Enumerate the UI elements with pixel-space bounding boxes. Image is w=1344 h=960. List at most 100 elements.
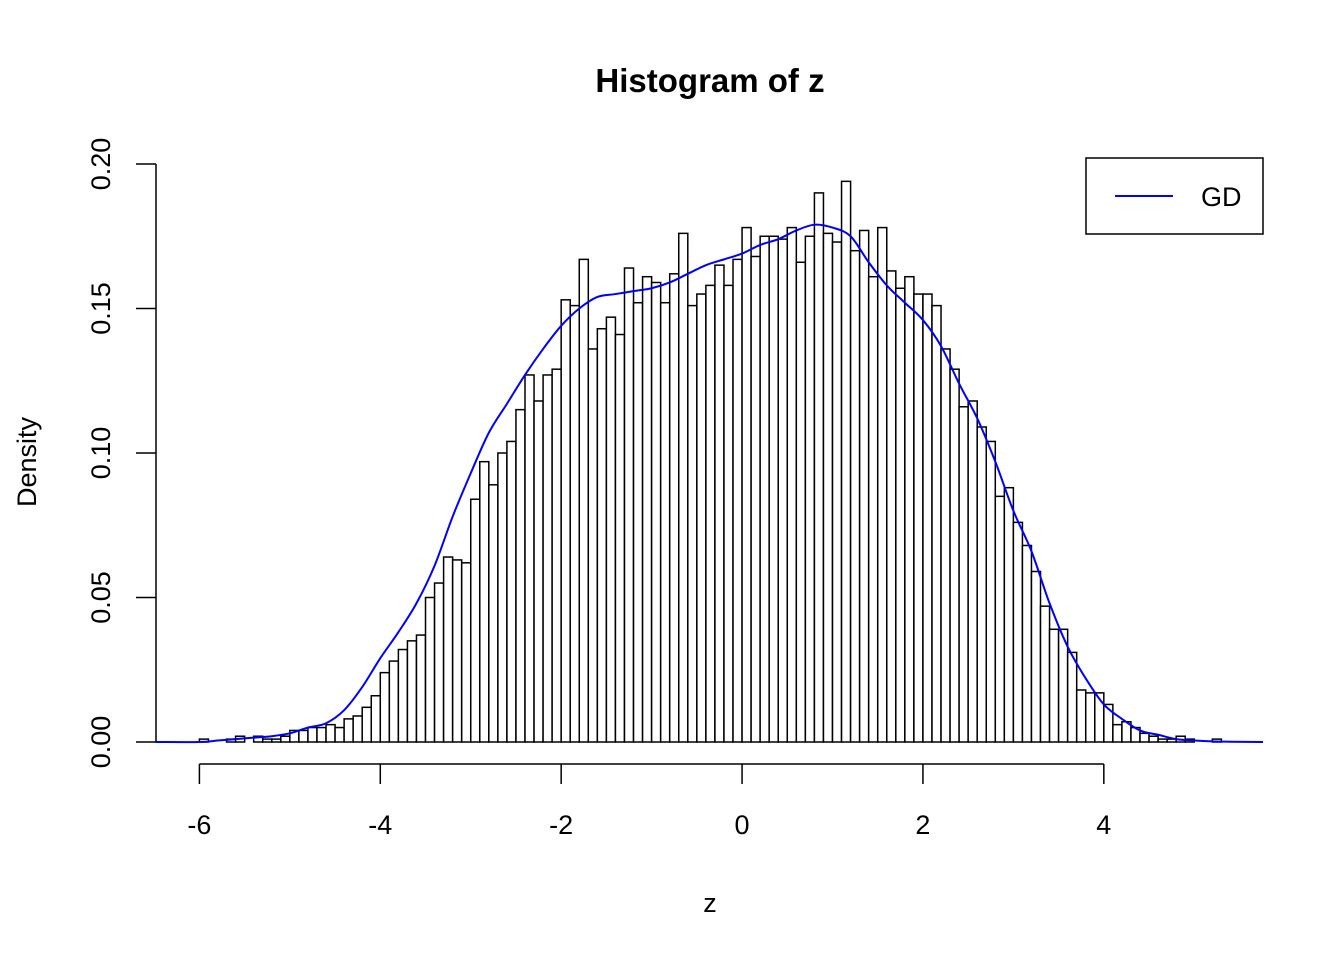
histogram-bar	[307, 726, 318, 743]
histogram-bar	[623, 267, 635, 743]
histogram-bar	[361, 706, 372, 743]
histogram-bar	[469, 498, 481, 743]
y-tick-label: 0.05	[86, 571, 116, 624]
histogram-bar	[813, 192, 825, 743]
histogram-bar	[668, 273, 680, 743]
y-axis: 0.00 0.05 0.10 0.15 0.20	[86, 138, 157, 769]
histogram-bar	[605, 316, 617, 743]
histogram-bar	[298, 729, 309, 743]
histogram-bar	[352, 715, 363, 743]
histogram-bar	[858, 229, 870, 743]
histogram-bar	[922, 293, 933, 743]
histogram-bar	[488, 484, 499, 743]
x-tick-label: 2	[915, 810, 930, 840]
y-tick-label: 0.10	[86, 427, 116, 480]
histogram-bar	[750, 255, 761, 743]
histogram-bar	[1139, 732, 1150, 743]
histogram-bar	[867, 275, 879, 743]
histogram-bar	[994, 495, 1006, 743]
histogram-bar	[1103, 703, 1114, 743]
histogram-bar	[1048, 628, 1060, 743]
histogram-bar	[316, 726, 327, 743]
histogram-bar	[334, 726, 345, 743]
histogram-bar	[261, 738, 273, 743]
histogram-bar	[741, 226, 752, 743]
histogram-bar	[533, 400, 544, 743]
y-tick-label: 0.00	[86, 716, 116, 769]
histogram-bar	[506, 440, 517, 743]
histogram-bar	[1148, 735, 1159, 743]
histogram-bar	[976, 426, 987, 743]
histogram-bar	[967, 400, 978, 743]
legend: GD	[1085, 157, 1264, 235]
histogram-bar	[687, 304, 698, 743]
histogram-bar	[696, 293, 707, 743]
histogram-bar	[777, 238, 789, 743]
histogram-bar	[759, 235, 770, 743]
histogram-bar	[542, 374, 553, 743]
x-tick-label: 4	[1096, 810, 1111, 840]
histogram-bar	[1012, 521, 1024, 743]
histogram-bar	[460, 562, 472, 743]
histogram-bar	[1039, 605, 1051, 743]
histogram-bar	[596, 327, 608, 743]
histogram-bar	[876, 226, 888, 743]
histogram-bar	[949, 368, 960, 743]
histogram-bar	[271, 738, 282, 743]
histogram-bar	[822, 232, 834, 743]
histogram-bar	[1030, 570, 1042, 743]
histogram-bar	[1057, 628, 1069, 743]
histogram-bar	[1084, 692, 1096, 743]
histogram-bar	[569, 304, 581, 743]
histogram-bar	[1066, 651, 1078, 743]
histogram-bar	[1075, 689, 1087, 743]
histogram-bar	[904, 275, 915, 743]
y-tick-label: 0.20	[86, 138, 116, 191]
histogram-bar	[958, 406, 969, 743]
histogram-bar	[1112, 723, 1123, 743]
histogram-bar	[388, 660, 400, 743]
chart-title: Histogram of z	[595, 62, 824, 99]
x-tick-label: -4	[368, 810, 392, 840]
histogram-bar	[614, 333, 626, 743]
histogram-bar	[424, 596, 436, 743]
histogram-bar	[442, 556, 454, 743]
histogram-bar	[1021, 544, 1033, 743]
histogram-bar	[985, 440, 997, 743]
histogram-bar	[732, 258, 743, 743]
histogram-bar	[415, 634, 427, 743]
x-axis-title: z	[703, 888, 717, 918]
histogram-bar	[795, 261, 807, 743]
y-axis-title: Density	[12, 416, 42, 507]
histogram-bar	[931, 304, 942, 743]
histogram-bar	[678, 232, 689, 743]
histogram-bar	[406, 640, 418, 743]
histogram-bar	[705, 284, 716, 743]
histogram-bar	[1003, 486, 1015, 743]
histogram-bar	[840, 180, 852, 743]
legend-label-gd: GD	[1201, 182, 1242, 212]
x-tick-label: -2	[549, 810, 573, 840]
histogram-bar	[578, 258, 590, 743]
x-axis: -6 -4 -2 0 2 4	[187, 763, 1111, 840]
histogram-bar	[768, 235, 779, 743]
histogram-bar	[1157, 738, 1168, 743]
histogram-bar	[515, 408, 526, 743]
histogram-bar	[849, 249, 861, 743]
histogram-bar	[370, 695, 382, 743]
histogram-bar	[723, 284, 734, 743]
histogram-bar	[650, 281, 662, 743]
histogram-bar	[659, 301, 671, 743]
histogram-bar	[379, 671, 391, 743]
histogram-bars	[198, 180, 1223, 743]
histogram-bar	[804, 235, 816, 743]
histogram-bar	[587, 348, 599, 743]
density-curve-gd	[155, 223, 1264, 744]
histogram-bar	[451, 559, 463, 743]
x-tick-label: -6	[187, 810, 211, 840]
histogram-bar	[831, 241, 843, 743]
histogram-bar	[433, 582, 445, 743]
histogram-bar	[641, 275, 653, 743]
histogram-bar	[343, 718, 354, 743]
